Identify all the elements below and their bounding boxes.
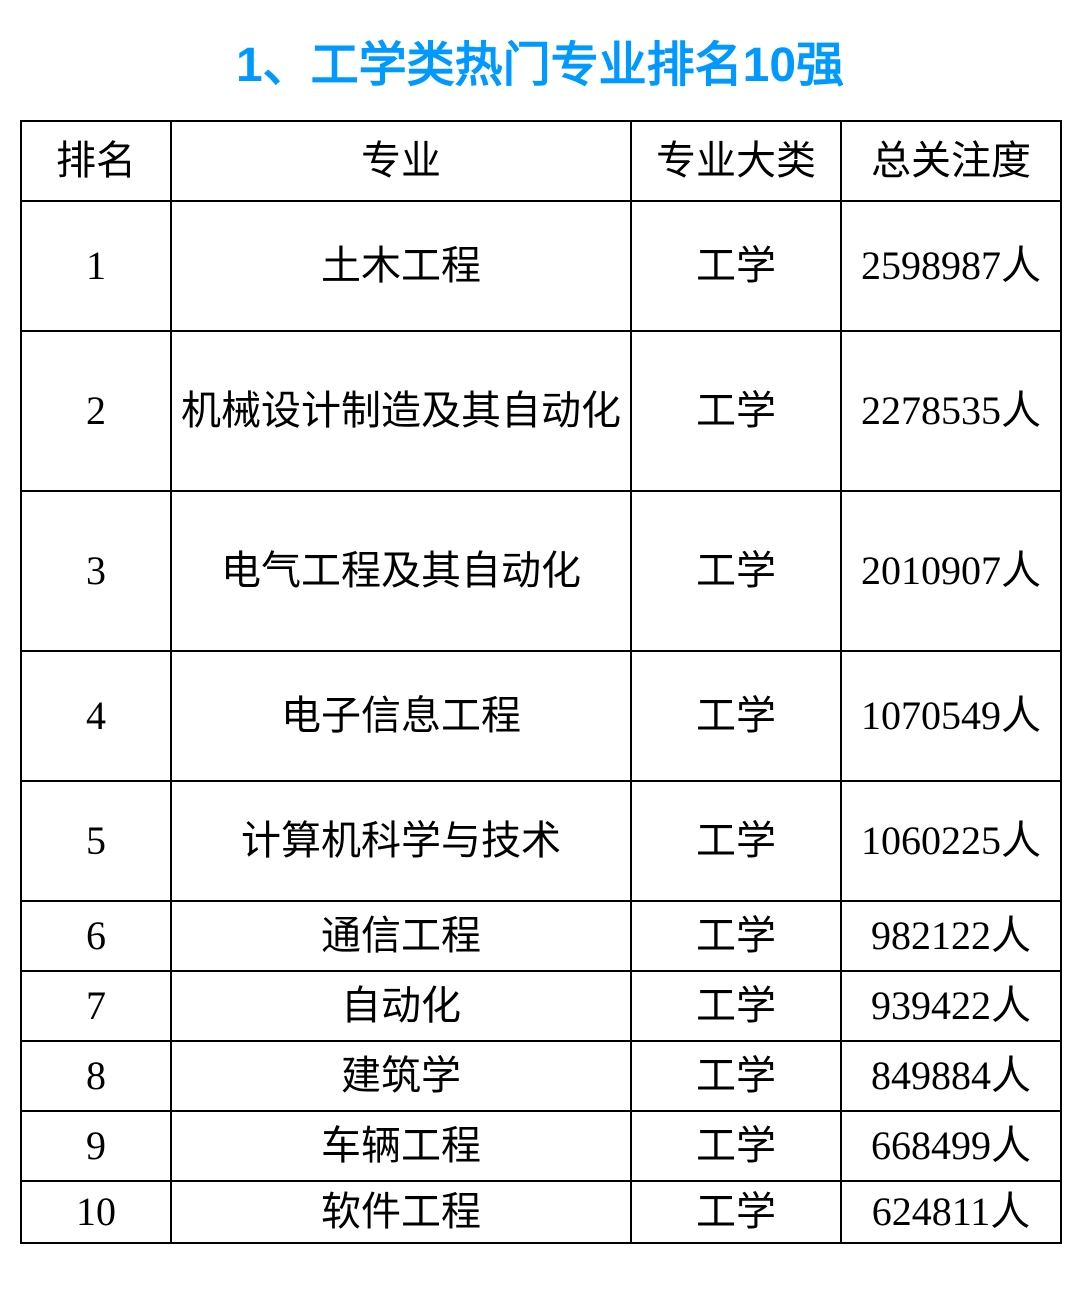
cell-category: 工学: [631, 971, 841, 1041]
header-major: 专业: [171, 121, 631, 201]
cell-attention: 624811人: [841, 1181, 1061, 1243]
cell-category: 工学: [631, 1181, 841, 1243]
cell-category: 工学: [631, 1041, 841, 1111]
cell-attention: 1070549人: [841, 651, 1061, 781]
cell-rank: 10: [21, 1181, 171, 1243]
table-row: 6通信工程工学982122人: [21, 901, 1061, 971]
cell-major: 通信工程: [171, 901, 631, 971]
cell-attention: 849884人: [841, 1041, 1061, 1111]
table-row: 2机械设计制造及其自动化工学2278535人: [21, 331, 1061, 491]
cell-rank: 6: [21, 901, 171, 971]
cell-major: 电子信息工程: [171, 651, 631, 781]
header-category: 专业大类: [631, 121, 841, 201]
table-row: 8建筑学工学849884人: [21, 1041, 1061, 1111]
table-row: 7自动化工学939422人: [21, 971, 1061, 1041]
cell-rank: 2: [21, 331, 171, 491]
cell-attention: 2010907人: [841, 491, 1061, 651]
cell-attention: 939422人: [841, 971, 1061, 1041]
cell-rank: 5: [21, 781, 171, 901]
cell-attention: 982122人: [841, 901, 1061, 971]
table-row: 9车辆工程工学668499人: [21, 1111, 1061, 1181]
cell-attention: 2278535人: [841, 331, 1061, 491]
header-rank: 排名: [21, 121, 171, 201]
cell-major: 计算机科学与技术: [171, 781, 631, 901]
table-row: 4电子信息工程工学1070549人: [21, 651, 1061, 781]
cell-rank: 1: [21, 201, 171, 331]
cell-major: 自动化: [171, 971, 631, 1041]
cell-attention: 2598987人: [841, 201, 1061, 331]
cell-rank: 9: [21, 1111, 171, 1181]
table-header-row: 排名 专业 专业大类 总关注度: [21, 121, 1061, 201]
ranking-table: 排名 专业 专业大类 总关注度 1土木工程工学2598987人2机械设计制造及其…: [20, 120, 1062, 1244]
cell-category: 工学: [631, 901, 841, 971]
cell-category: 工学: [631, 201, 841, 331]
cell-category: 工学: [631, 651, 841, 781]
cell-major: 机械设计制造及其自动化: [171, 331, 631, 491]
cell-major: 建筑学: [171, 1041, 631, 1111]
header-attention: 总关注度: [841, 121, 1061, 201]
table-row: 3电气工程及其自动化工学2010907人: [21, 491, 1061, 651]
cell-rank: 7: [21, 971, 171, 1041]
cell-category: 工学: [631, 1111, 841, 1181]
table-row: 1土木工程工学2598987人: [21, 201, 1061, 331]
cell-attention: 1060225人: [841, 781, 1061, 901]
cell-category: 工学: [631, 331, 841, 491]
table-row: 5计算机科学与技术工学1060225人: [21, 781, 1061, 901]
page-title: 1、工学类热门专业排名10强: [20, 10, 1060, 120]
cell-category: 工学: [631, 781, 841, 901]
cell-major: 土木工程: [171, 201, 631, 331]
cell-attention: 668499人: [841, 1111, 1061, 1181]
cell-major: 车辆工程: [171, 1111, 631, 1181]
cell-rank: 4: [21, 651, 171, 781]
cell-rank: 3: [21, 491, 171, 651]
table-row: 10软件工程工学624811人: [21, 1181, 1061, 1243]
cell-category: 工学: [631, 491, 841, 651]
cell-major: 电气工程及其自动化: [171, 491, 631, 651]
cell-rank: 8: [21, 1041, 171, 1111]
cell-major: 软件工程: [171, 1181, 631, 1243]
